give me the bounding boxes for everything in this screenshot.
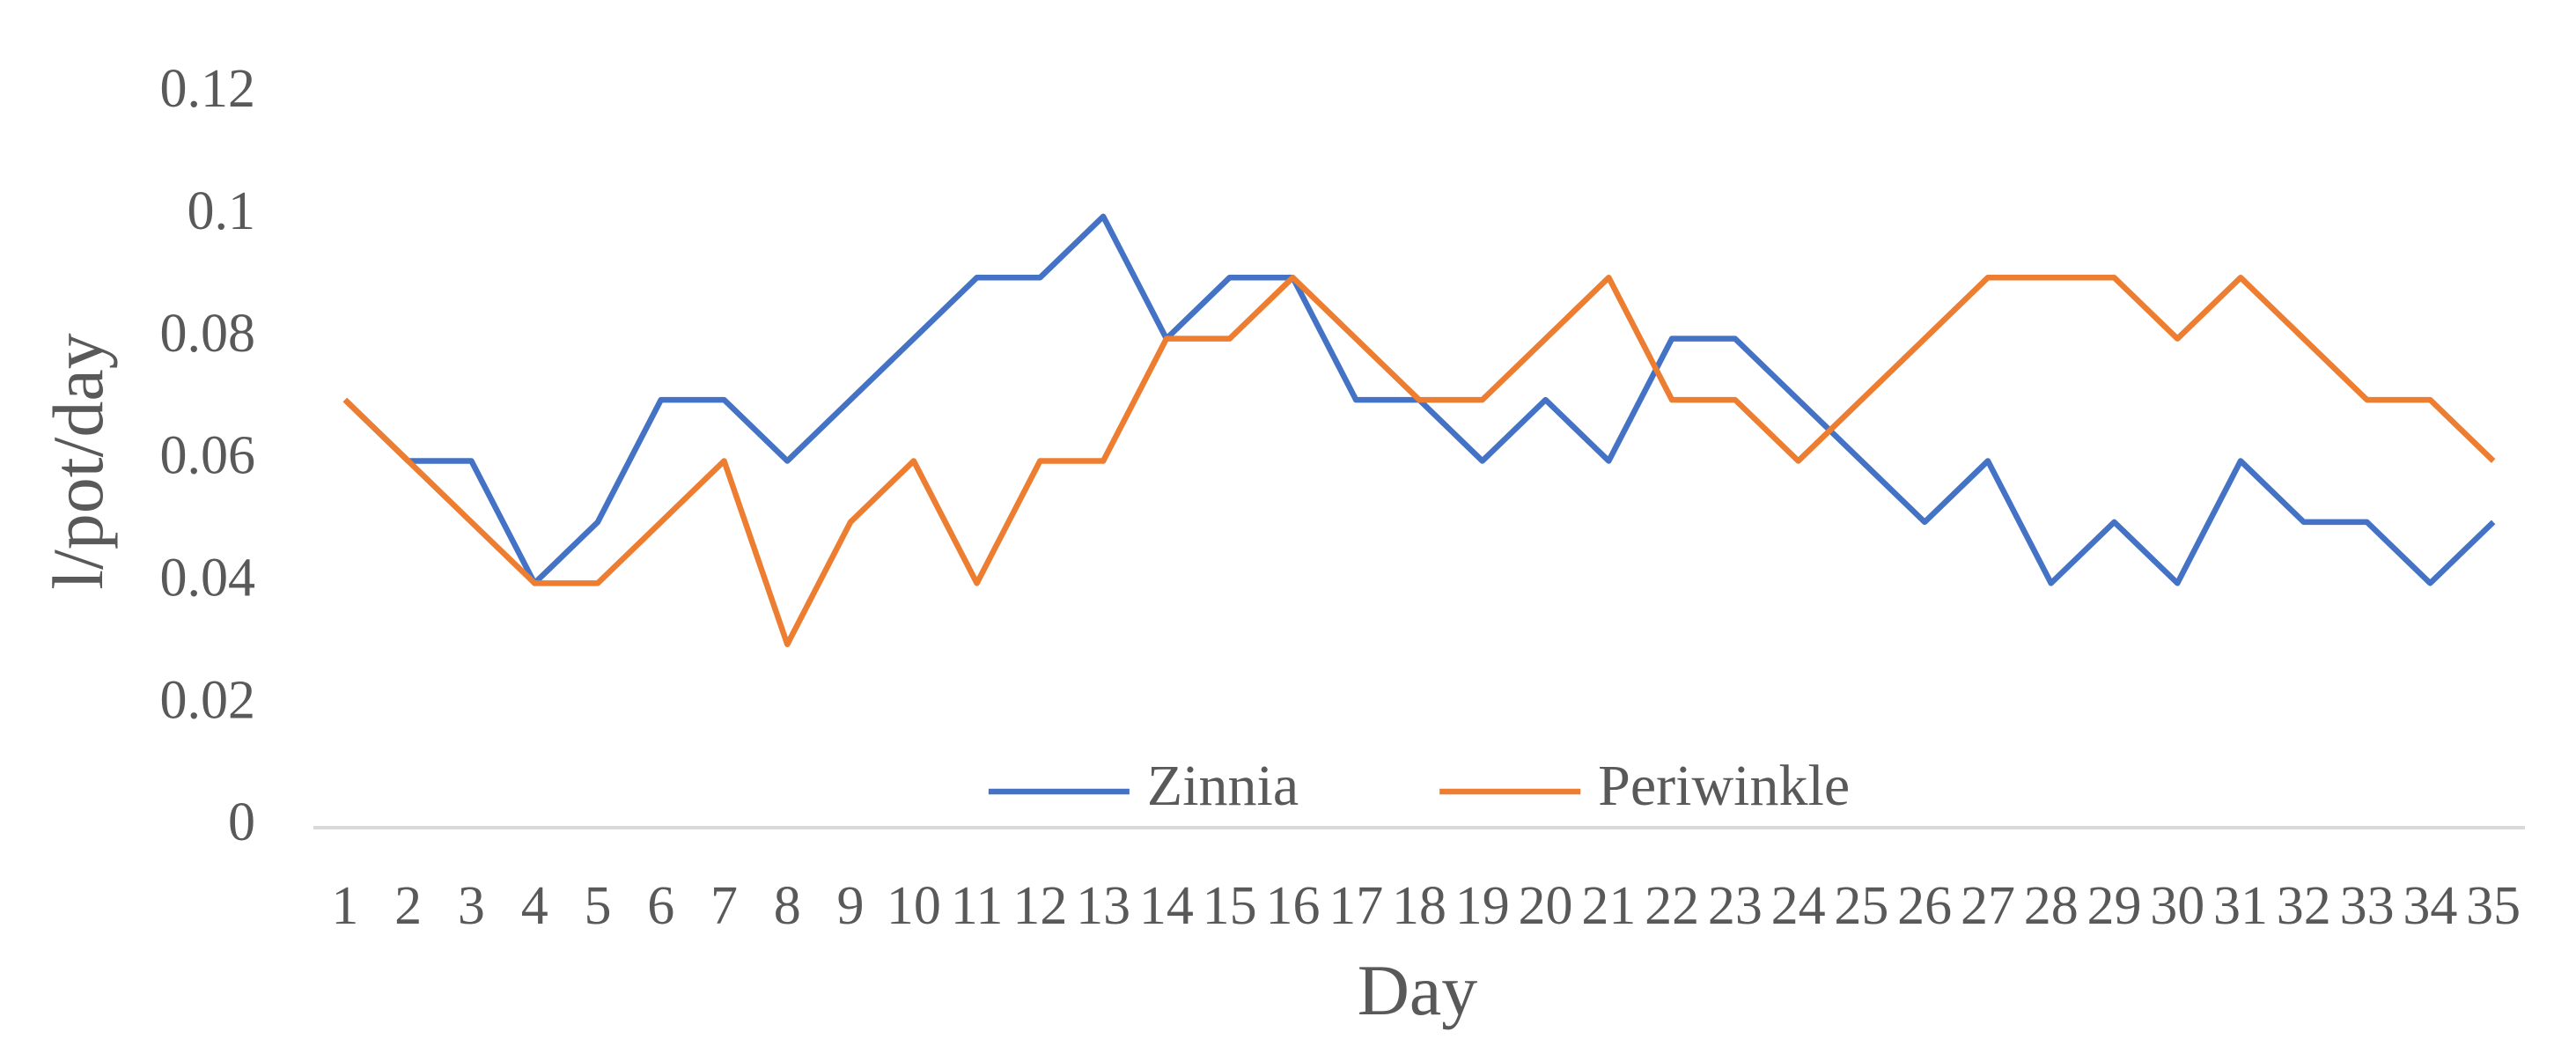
y-tick-label: 0.02 <box>160 670 256 730</box>
x-tick-label: 24 <box>1771 876 1826 936</box>
y-tick-label: 0.1 <box>188 181 256 241</box>
x-tick-label: 6 <box>647 876 674 936</box>
x-tick-label: 15 <box>1203 876 1257 936</box>
x-tick-label: 32 <box>2277 876 2331 936</box>
y-tick-label: 0.04 <box>160 549 256 608</box>
x-tick-label: 10 <box>887 876 941 936</box>
x-tick-label: 34 <box>2403 876 2457 936</box>
x-tick-label: 4 <box>521 876 548 936</box>
x-tick-label: 12 <box>1012 876 1067 936</box>
y-tick-label: 0.06 <box>160 426 256 486</box>
x-tick-label: 30 <box>2150 876 2204 936</box>
x-tick-label: 23 <box>1708 876 1763 936</box>
x-tick-label: 9 <box>837 876 865 936</box>
x-tick-label: 27 <box>1961 876 2015 936</box>
y-tick-label: 0.12 <box>160 59 256 119</box>
x-tick-label: 26 <box>1897 876 1952 936</box>
x-tick-label: 17 <box>1328 876 1383 936</box>
x-tick-label: 35 <box>2466 876 2521 936</box>
x-tick-label: 11 <box>951 876 1004 936</box>
x-tick-label: 22 <box>1645 876 1699 936</box>
y-axis-title: l/pot/day <box>38 333 118 590</box>
x-tick-label: 25 <box>1834 876 1888 936</box>
x-tick-label: 18 <box>1392 876 1446 936</box>
x-tick-label: 5 <box>584 876 611 936</box>
x-tick-label: 31 <box>2213 876 2268 936</box>
x-tick-label: 21 <box>1581 876 1636 936</box>
x-tick-label: 16 <box>1265 876 1320 936</box>
x-tick-label: 8 <box>774 876 801 936</box>
legend-label: Periwinkle <box>1598 754 1850 818</box>
x-tick-label: 2 <box>394 876 422 936</box>
x-tick-label: 33 <box>2340 876 2395 936</box>
x-tick-label: 20 <box>1519 876 1573 936</box>
x-tick-label: 29 <box>2087 876 2141 936</box>
x-tick-label: 28 <box>2024 876 2079 936</box>
x-tick-label: 1 <box>331 876 358 936</box>
y-tick-label: 0.08 <box>160 304 256 364</box>
x-tick-label: 19 <box>1455 876 1510 936</box>
x-tick-label: 13 <box>1076 876 1130 936</box>
x-tick-label: 14 <box>1139 876 1194 936</box>
series-line <box>342 275 2496 647</box>
y-tick-label: 0 <box>228 792 255 852</box>
legend-label: Zinnia <box>1147 754 1299 818</box>
x-tick-label: 3 <box>458 876 485 936</box>
x-tick-label: 7 <box>710 876 738 936</box>
x-axis-title: Day <box>1358 950 1478 1030</box>
